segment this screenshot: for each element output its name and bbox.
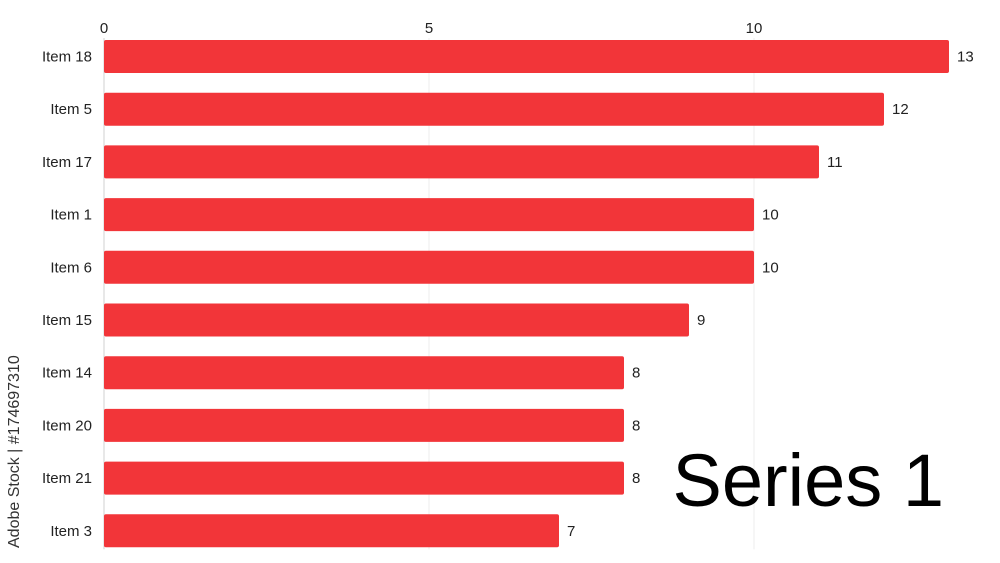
category-label-10: Item 3 [50,523,92,540]
watermark-text: Adobe Stock | #174697310 [6,355,23,548]
data-label-9: 8 [632,470,640,487]
data-labels: 13 12 11 10 10 9 8 8 8 7 [567,49,974,540]
category-label-5: Item 6 [50,259,92,276]
data-label-1: 13 [957,49,974,66]
data-label-2: 12 [892,101,909,118]
category-label-4: Item 1 [50,207,92,224]
series-label: Series 1 [672,439,944,522]
category-label-9: Item 21 [42,470,92,487]
bar-item-1 [104,198,754,232]
data-label-8: 8 [632,417,640,434]
data-label-4: 10 [762,207,779,224]
data-label-6: 9 [697,312,705,329]
data-label-3: 11 [827,154,843,171]
bar-item-18 [104,40,949,73]
bar-item-6 [104,250,754,284]
x-axis-ticks: 0 5 10 [100,20,763,37]
data-label-7: 8 [632,365,640,382]
x-tick-label-10: 10 [746,20,763,37]
category-label-2: Item 5 [50,101,92,118]
bar-item-20 [104,408,624,442]
x-tick-label-0: 0 [100,20,108,37]
category-label-8: Item 20 [42,417,92,434]
bar-item-14 [104,356,624,390]
data-label-5: 10 [762,259,779,276]
category-labels: Item 18 Item 5 Item 17 Item 1 Item 6 Item 15 I… [42,49,92,540]
category-label-1: Item 18 [42,49,92,66]
bar-item-17 [104,145,819,179]
x-tick-label-5: 5 [425,20,433,37]
category-label-7: Item 14 [42,365,92,382]
bar-item-21 [104,461,624,495]
bar-item-5 [104,92,884,126]
bar-item-3 [104,514,559,548]
category-label-3: Item 17 [42,154,92,171]
bars [104,40,949,548]
data-label-10: 7 [567,523,575,540]
category-label-6: Item 15 [42,312,92,329]
bar-item-15 [104,303,689,337]
